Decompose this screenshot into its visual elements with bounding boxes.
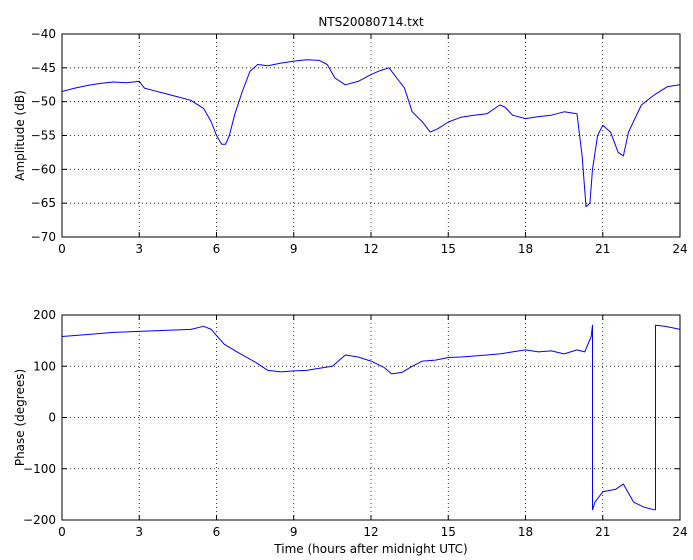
phase-panel: 0 3 6 9 12 15 18 21 24 −200 −100 0 100 200 Time (hours… xyxy=(13,308,688,556)
phase-y-axis-label: Phase (degrees) xyxy=(13,369,27,466)
phase-x-tick-label: 6 xyxy=(213,525,221,539)
phase-axes-frame xyxy=(61,314,681,521)
amplitude-y-tick-label: −60 xyxy=(31,162,56,176)
amplitude-x-tick-label: 9 xyxy=(290,242,298,256)
amplitude-x-tick-label: 6 xyxy=(213,242,221,256)
phase-x-tick-label: 15 xyxy=(441,525,456,539)
phase-series-line xyxy=(61,324,681,511)
amplitude-y-axis-label: Amplitude (dB) xyxy=(13,90,27,181)
phase-y-tick-label: −100 xyxy=(23,462,56,476)
phase-x-tick-label: 0 xyxy=(58,525,66,539)
amplitude-y-tick-label: −45 xyxy=(31,61,56,75)
amplitude-y-tick-label: −70 xyxy=(31,230,56,244)
amplitude-x-tick-label: 18 xyxy=(518,242,533,256)
amplitude-x-tick-label: 12 xyxy=(363,242,378,256)
amplitude-y-tick-label: −65 xyxy=(31,196,56,210)
amplitude-x-tick-label: 21 xyxy=(595,242,610,256)
phase-x-tick-label: 18 xyxy=(518,525,533,539)
amplitude-y-tick-label: −40 xyxy=(31,27,56,41)
amplitude-x-tick-label: 3 xyxy=(135,242,143,256)
phase-y-tick-label: 0 xyxy=(48,411,56,425)
phase-x-tick-label: 3 xyxy=(135,525,143,539)
amplitude-y-tick-label: −50 xyxy=(31,95,56,109)
amplitude-chart-title: NTS20080714.txt xyxy=(318,15,424,29)
phase-x-axis-label: Time (hours after midnight UTC) xyxy=(273,542,467,556)
amplitude-y-tick-label: −55 xyxy=(31,129,56,143)
amplitude-x-tick-label: 24 xyxy=(672,242,687,256)
phase-y-tick-label: 100 xyxy=(33,359,56,373)
phase-x-tick-label: 24 xyxy=(672,525,687,539)
phase-x-tick-label: 21 xyxy=(595,525,610,539)
phase-y-tick-label: 200 xyxy=(33,308,56,322)
phase-y-tick-label: −200 xyxy=(23,513,56,527)
amplitude-axes-frame xyxy=(61,33,681,238)
amplitude-panel: 0 3 6 9 12 15 18 21 24 −70 −65 −60 −55 −50 −45 −40 NTS20… xyxy=(13,15,688,256)
phase-x-tick-label: 9 xyxy=(290,525,298,539)
amplitude-x-tick-label: 0 xyxy=(58,242,66,256)
amplitude-series-line xyxy=(61,59,681,208)
phase-x-tick-label: 12 xyxy=(363,525,378,539)
amplitude-x-tick-label: 15 xyxy=(441,242,456,256)
